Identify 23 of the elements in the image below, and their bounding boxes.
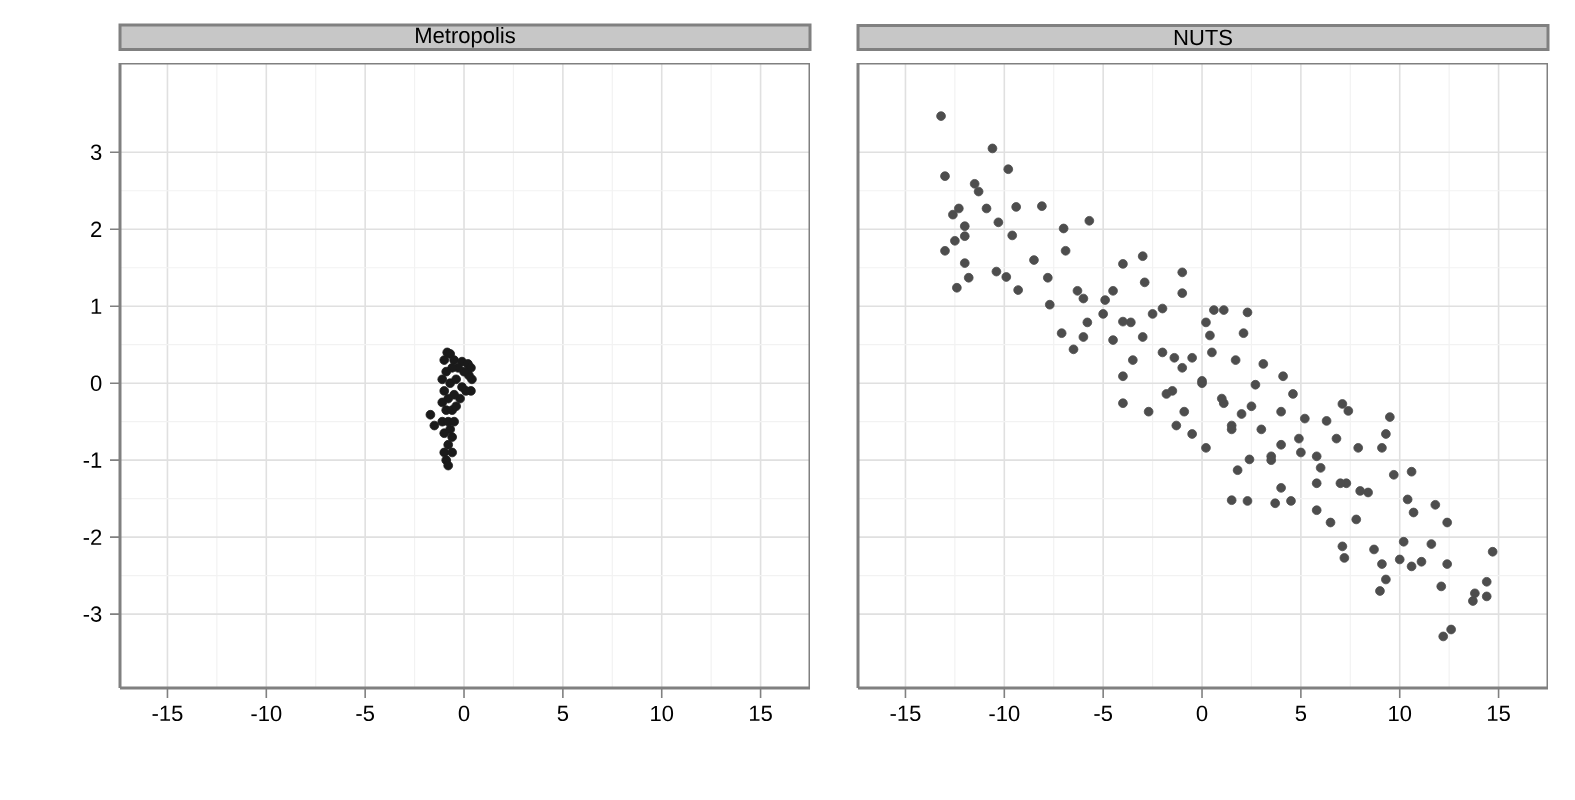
x-tick-label: 10 bbox=[1389, 705, 1412, 722]
x-tick-label: 5 bbox=[557, 705, 569, 722]
x-tick-label: 15 bbox=[1488, 705, 1510, 722]
x-tick-label: -5 bbox=[1094, 705, 1112, 722]
x-tick-label: -10 bbox=[989, 705, 1020, 722]
y-tick-label: 0 bbox=[90, 375, 102, 391]
y-tick-label: -1 bbox=[83, 452, 102, 468]
x-tick-label: 5 bbox=[1295, 705, 1307, 722]
y-tick-label: -3 bbox=[83, 606, 102, 622]
x-tick-label: 15 bbox=[750, 705, 772, 722]
chart-title: NUTS bbox=[1174, 29, 1232, 46]
x-tick-label: 10 bbox=[651, 705, 674, 722]
y-tick-label: -2 bbox=[83, 529, 102, 545]
x-tick-label: -15 bbox=[152, 705, 183, 722]
x-tick-label: 0 bbox=[1196, 705, 1208, 722]
y-tick-label: 1 bbox=[91, 298, 102, 314]
x-tick-label: -5 bbox=[356, 705, 374, 722]
x-tick-label: -15 bbox=[890, 705, 921, 722]
x-tick-label: -10 bbox=[251, 705, 282, 722]
y-tick-label: 2 bbox=[91, 221, 102, 237]
chart-title: Metropolis bbox=[416, 26, 515, 48]
x-tick-label: 0 bbox=[458, 705, 470, 722]
y-tick-label: 3 bbox=[90, 144, 102, 161]
